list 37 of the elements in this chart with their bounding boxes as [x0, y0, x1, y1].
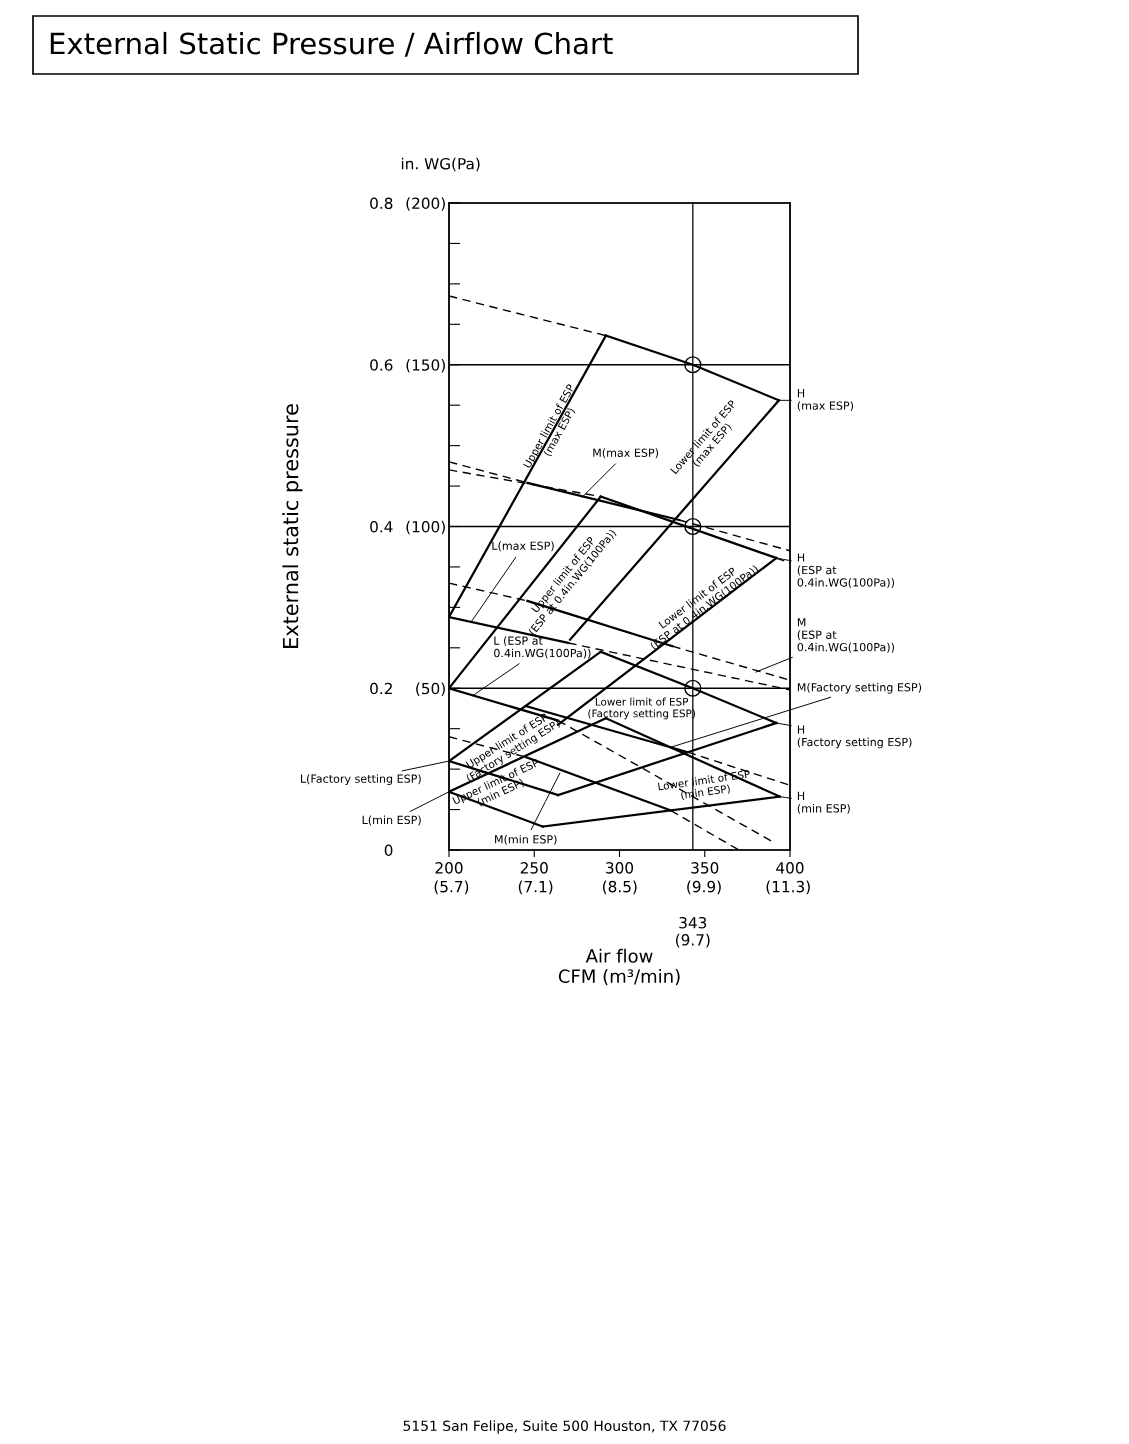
x2-tick-label: (8.5)	[603, 880, 637, 895]
annotation: L(max ESP)	[492, 541, 554, 552]
y-tick-label: 0.2	[370, 682, 392, 695]
x-tick-label: 250	[520, 862, 548, 874]
annotation: M(Factory setting ESP)	[797, 682, 922, 694]
y2-tick-label: (100)	[406, 520, 445, 535]
x2-tick-label: (7.1)	[518, 880, 553, 895]
y-axis-title: External static pressure	[282, 404, 303, 648]
x-axis-title: Air flow CFM (m³/min)	[558, 948, 680, 986]
x-tick-label: 350	[691, 862, 719, 874]
chart-title: External Static Pressure / Airflow Chart	[50, 31, 613, 57]
y-tick-label: 0.8	[370, 197, 393, 210]
y-tick-label: 0.6	[370, 359, 393, 371]
y2-tick-label: (50)	[416, 682, 445, 697]
y2-tick-label: (200)	[406, 197, 445, 211]
annotation: H (ESP at 0.4in.WG(100Pa))	[797, 553, 895, 588]
y-tick-label: 0	[384, 844, 393, 857]
x-tick-label: 300	[606, 862, 634, 874]
x2-tick-label: (11.3)	[766, 880, 810, 895]
text: 5151 San Felipe, Suite 500 Houston, TX 77056	[403, 1420, 726, 1434]
annotation: M(min ESP)	[495, 834, 557, 845]
x2-tick-label: (5.7)	[434, 880, 469, 895]
text: in. WG(Pa)	[401, 157, 480, 172]
annotation: H (max ESP)	[797, 389, 854, 412]
annotation: L (ESP at 0.4in.WG(100Pa))	[494, 636, 591, 659]
annotation: H (Factory setting ESP)	[797, 725, 912, 749]
x2-tick-label: (9.9)	[687, 880, 721, 895]
annotation: M (ESP at 0.4in.WG(100Pa))	[797, 618, 895, 653]
annotation: L(Factory setting ESP)	[301, 774, 421, 786]
ref-line-label: 343 (9.7)	[676, 916, 710, 948]
x-tick-label: 200	[435, 862, 463, 874]
annotation: H (min ESP)	[797, 791, 850, 814]
annotation: M(max ESP)	[593, 448, 659, 459]
x-tick-label: 400	[776, 862, 804, 874]
annotation: L(min ESP)	[362, 815, 421, 826]
y-tick-label: 0.4	[370, 520, 393, 533]
y2-tick-label: (150)	[406, 358, 445, 373]
